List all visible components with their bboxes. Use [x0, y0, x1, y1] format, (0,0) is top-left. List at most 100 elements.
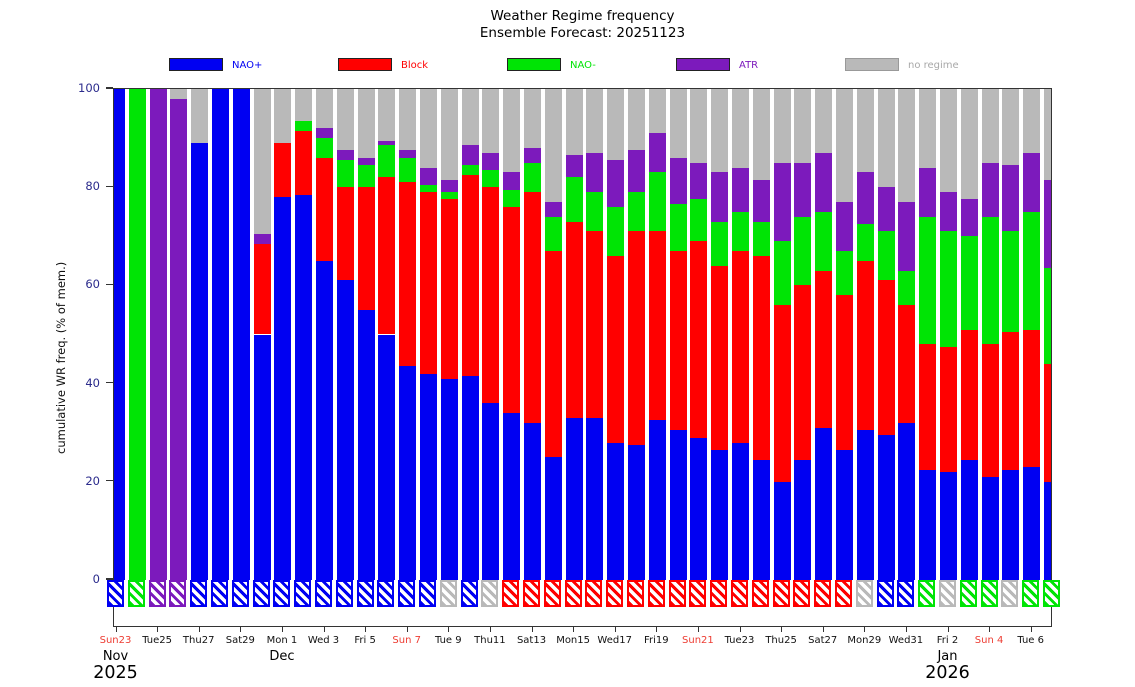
x-tick-label: Sat29	[225, 635, 255, 646]
bar-segment-nao_minus	[919, 216, 937, 345]
bar-segment-none	[295, 89, 313, 121]
x-tick	[947, 627, 949, 632]
bar-segment-block	[794, 285, 812, 460]
dominant-regime-box-nao_plus	[315, 580, 332, 607]
bar-segment-nao_plus	[836, 449, 853, 580]
x-tick-label: Tue23	[724, 635, 755, 646]
bar-segment-nao_plus	[336, 280, 354, 580]
x-tick-label: Mon29	[847, 635, 882, 646]
dominant-regime-box-none	[939, 580, 956, 607]
bar-segment-nao_plus	[420, 373, 437, 580]
bar-segment-nao_plus	[752, 459, 770, 580]
bar-segment-none	[960, 89, 978, 200]
bar-segment-none	[877, 89, 895, 188]
x-tick	[323, 627, 325, 632]
bar-segment-none	[1044, 89, 1051, 180]
y-tick-label: 100	[78, 81, 100, 95]
bar-segment-atr	[898, 201, 916, 271]
plot-area	[113, 88, 1052, 627]
dominant-regime-box-nao_plus	[335, 580, 353, 607]
bar-segment-nao_plus	[732, 442, 749, 580]
bar-segment-none	[1023, 89, 1041, 153]
x-tick-label: Sun23	[99, 635, 132, 646]
x-tick	[905, 627, 908, 632]
x-tick	[240, 627, 242, 632]
bar-segment-nao_minus	[815, 211, 833, 271]
bar-segment-nao_plus	[690, 437, 708, 580]
bar-segment-none	[336, 89, 354, 151]
chart-subtitle: Ensemble Forecast: 20251123	[479, 25, 686, 41]
dominant-regime-box-nao_plus	[356, 580, 374, 607]
dominant-regime-box-nao_minus	[1043, 580, 1060, 607]
dominant-regime-box-block	[647, 580, 665, 607]
bar-segment-nao_minus	[378, 145, 396, 178]
dominant-regime-box-nao_plus	[190, 580, 208, 607]
bar-segment-nao_minus	[482, 170, 500, 188]
bar-segment-block	[316, 157, 333, 261]
bar-segment-none	[940, 89, 957, 193]
bar-segment-none	[586, 89, 604, 153]
dominant-regime-box-none	[481, 580, 499, 607]
bar-segment-block	[898, 305, 916, 423]
dominant-regime-box-nao_minus	[980, 580, 998, 607]
bar-segment-block	[357, 187, 375, 310]
bar-segment-nao_plus	[357, 309, 375, 580]
bar-segment-atr	[628, 150, 645, 193]
bar-segment-none	[565, 89, 583, 156]
bar-segment-block	[1002, 332, 1020, 470]
x-tick-label: Thu27	[182, 635, 215, 646]
bar-segment-nao_plus	[544, 457, 562, 580]
legend-label-atr: ATR	[739, 60, 759, 71]
bar-segment-atr	[1044, 179, 1051, 269]
bar-segment-none	[544, 89, 562, 202]
x-tick	[365, 627, 367, 632]
bar-segment-nao_minus	[690, 199, 708, 242]
dominant-regime-box-nao_plus	[460, 580, 478, 607]
dominant-regime-box-block	[835, 580, 852, 607]
x-tick	[656, 627, 658, 632]
bar-segment-block	[856, 260, 874, 431]
dominant-regime-box-nao_minus	[918, 580, 936, 607]
dominant-regime-box-nao_plus	[294, 580, 312, 607]
bar-segment-block	[607, 255, 625, 443]
bar-segment-nao_plus	[1002, 469, 1020, 580]
bar-segment-atr	[732, 167, 749, 212]
x-tick	[1030, 627, 1032, 632]
legend-label-block: Block	[401, 60, 429, 71]
dominant-regime-box-nao_plus	[377, 580, 395, 607]
y-tick-label: 20	[85, 473, 100, 488]
bar-segment-nao_plus	[815, 427, 833, 580]
bar-segment-none	[669, 89, 687, 158]
bar-segment-none	[919, 89, 937, 168]
bar-segment-block	[274, 143, 292, 197]
bar-segment-atr	[856, 172, 874, 225]
dominant-regime-box-block	[751, 580, 769, 607]
y-tick-label: 60	[85, 277, 100, 292]
bar-segment-atr	[648, 133, 666, 173]
x-tick	[614, 627, 616, 632]
dominant-regime-box-nao_plus	[897, 580, 915, 607]
x-tick	[281, 627, 284, 632]
month-label: Jan	[937, 649, 958, 664]
bar-segment-none	[357, 89, 375, 158]
dominant-regime-box-nao_plus	[211, 580, 228, 607]
dominant-regime-box-nao_plus	[419, 580, 436, 607]
bar-segment-atr	[565, 155, 583, 178]
bar-segment-nao_plus	[586, 417, 604, 580]
bar-segment-nao_plus	[253, 334, 271, 580]
x-tick	[781, 627, 783, 632]
bar-segment-nao_plus	[981, 476, 999, 580]
bar-segment-atr	[690, 162, 708, 200]
bar-segment-nao_minus	[836, 251, 853, 296]
bar-segment-none	[440, 89, 458, 180]
x-tick-label: Sat13	[516, 635, 547, 646]
bar-segment-block	[1023, 329, 1041, 468]
x-tick-label: Tue 6	[1017, 635, 1044, 646]
x-tick-label: Wed31	[888, 635, 924, 646]
bar-segment-none	[503, 89, 521, 173]
x-tick	[489, 627, 492, 632]
bar-segment-atr	[711, 172, 729, 222]
bar-segment-block	[940, 346, 957, 472]
bar-segment-nao_plus	[877, 435, 895, 580]
